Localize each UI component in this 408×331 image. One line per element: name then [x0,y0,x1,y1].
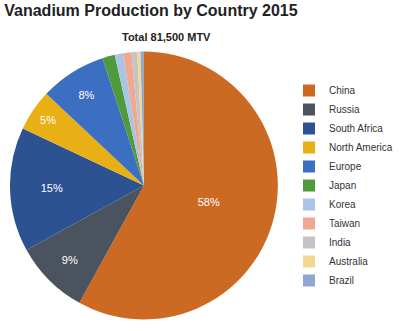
svg-text:58%: 58% [198,196,220,208]
svg-text:China: China [329,85,356,96]
svg-text:Brazil: Brazil [329,275,354,286]
svg-text:5%: 5% [40,114,56,126]
svg-text:8%: 8% [78,89,94,101]
svg-text:Taiwan: Taiwan [329,218,360,229]
svg-text:Australia: Australia [329,256,368,267]
svg-text:Japan: Japan [329,180,356,191]
svg-text:South Africa: South Africa [329,123,383,134]
svg-text:Total 81,500 MTV: Total 81,500 MTV [122,31,211,43]
svg-text:Korea: Korea [329,199,356,210]
svg-text:9%: 9% [62,254,78,266]
svg-text:India: India [329,237,351,248]
svg-text:Vanadium Production by Country: Vanadium Production by Country 2015 [4,2,297,19]
svg-text:Russia: Russia [329,104,360,115]
svg-text:North America: North America [329,142,393,153]
svg-text:Europe: Europe [329,161,362,172]
svg-text:15%: 15% [41,182,63,194]
